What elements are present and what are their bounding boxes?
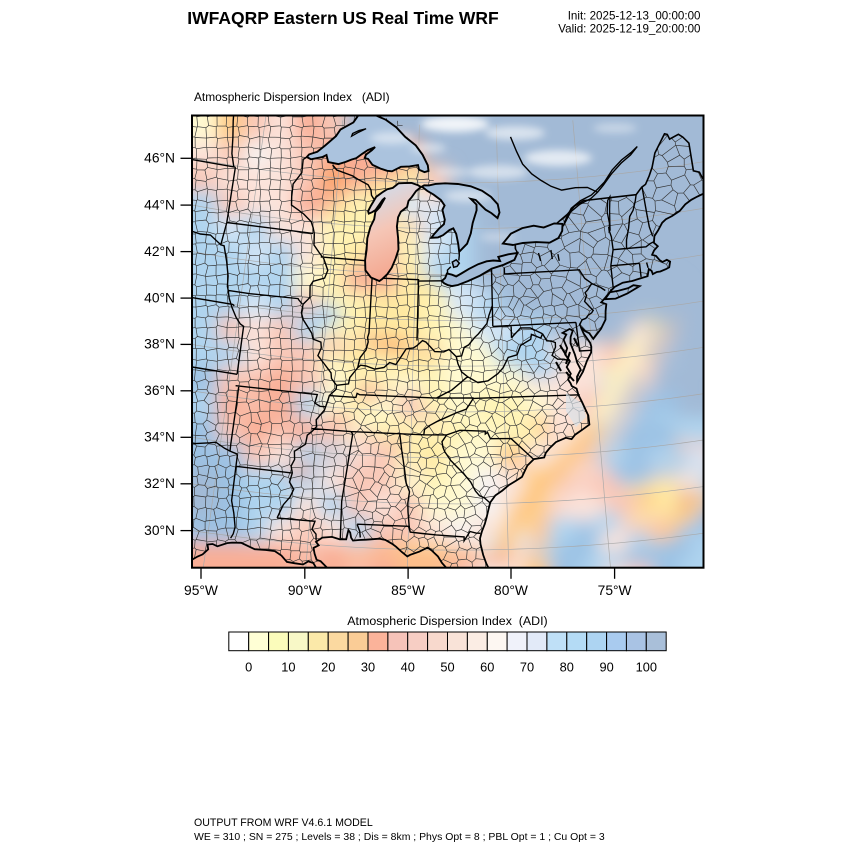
svg-text:100: 100 bbox=[636, 660, 657, 675]
svg-text:IWFAQRP Eastern US Real Time W: IWFAQRP Eastern US Real Time WRF bbox=[187, 8, 499, 28]
svg-text:46°N: 46°N bbox=[144, 151, 175, 166]
svg-text:75°W: 75°W bbox=[598, 583, 632, 598]
svg-text:90: 90 bbox=[599, 660, 613, 675]
svg-text:44°N: 44°N bbox=[144, 197, 175, 212]
svg-text:0: 0 bbox=[245, 660, 252, 675]
svg-text:38°N: 38°N bbox=[144, 337, 175, 352]
svg-text:95°W: 95°W bbox=[184, 583, 218, 598]
svg-text:30°N: 30°N bbox=[144, 523, 175, 538]
svg-text:90°W: 90°W bbox=[288, 583, 322, 598]
svg-text:36°N: 36°N bbox=[144, 383, 175, 398]
svg-text:40°N: 40°N bbox=[144, 290, 175, 305]
svg-text:Valid: 2025-12-19_20:00:00: Valid: 2025-12-19_20:00:00 bbox=[558, 23, 700, 36]
svg-text:30: 30 bbox=[361, 660, 375, 675]
svg-text:40: 40 bbox=[401, 660, 415, 675]
svg-text:Atmospheric Dispersion Index: Atmospheric Dispersion Index (ADI) bbox=[194, 90, 390, 104]
svg-text:Atmospheric Dispersion Index: Atmospheric Dispersion Index (ADI) bbox=[347, 614, 547, 628]
svg-text:10: 10 bbox=[281, 660, 295, 675]
svg-text:34°N: 34°N bbox=[144, 430, 175, 445]
svg-text:70: 70 bbox=[520, 660, 534, 675]
svg-text:WE = 310 ; SN = 275 ; Levels =: WE = 310 ; SN = 275 ; Levels = 38 ; Dis … bbox=[194, 832, 605, 843]
svg-text:80°W: 80°W bbox=[494, 583, 528, 598]
svg-text:42°N: 42°N bbox=[144, 244, 175, 259]
svg-text:20: 20 bbox=[321, 660, 335, 675]
svg-text:60: 60 bbox=[480, 660, 494, 675]
svg-text:85°W: 85°W bbox=[391, 583, 425, 598]
svg-text:32°N: 32°N bbox=[144, 476, 175, 491]
svg-text:OUTPUT FROM WRF V4.6.1 MODEL: OUTPUT FROM WRF V4.6.1 MODEL bbox=[194, 817, 373, 829]
svg-text:80: 80 bbox=[560, 660, 574, 675]
svg-text:50: 50 bbox=[440, 660, 454, 675]
svg-text:Init: 2025-12-13_00:00:00: Init: 2025-12-13_00:00:00 bbox=[568, 10, 701, 23]
